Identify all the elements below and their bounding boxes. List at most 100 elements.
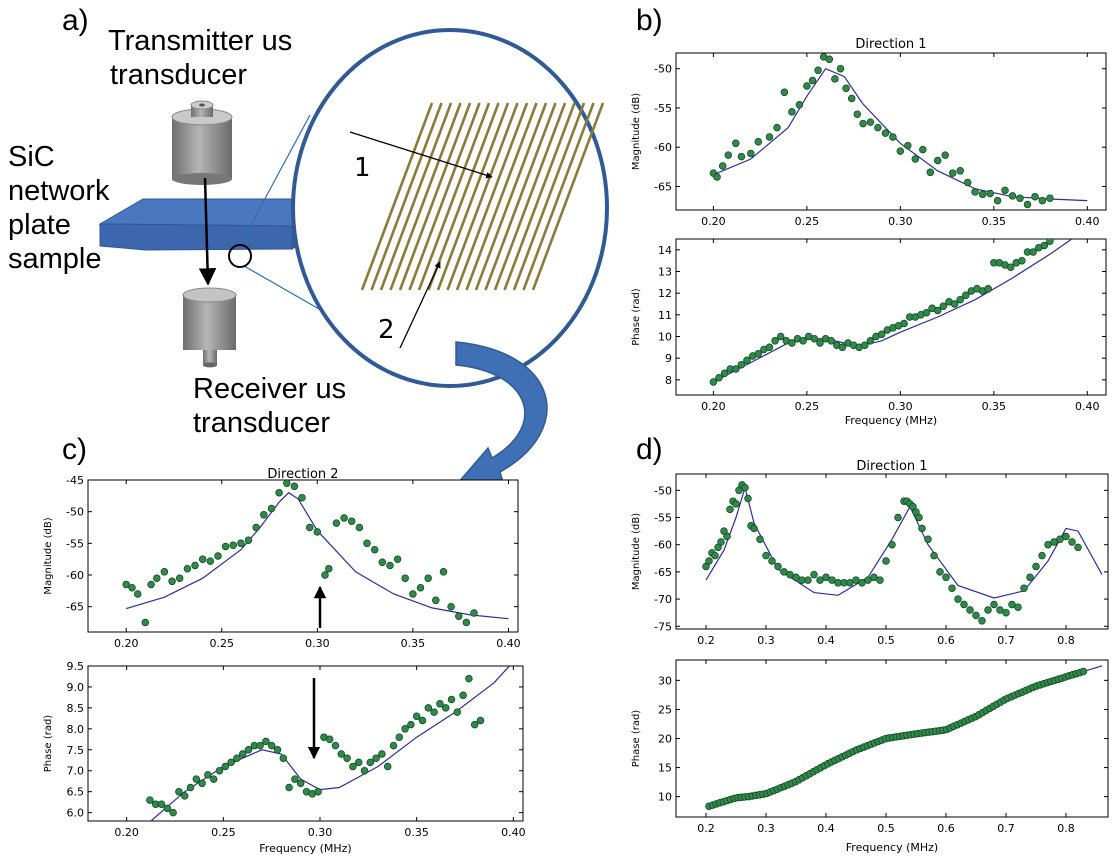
chart-title: Direction 1 xyxy=(855,37,926,52)
x-tick-label: 0.4 xyxy=(817,822,835,835)
data-point xyxy=(122,580,130,589)
data-point xyxy=(470,720,479,729)
data-point xyxy=(354,758,363,767)
data-point xyxy=(877,330,886,339)
x-tick-label: 0.4 xyxy=(817,634,835,647)
data-point xyxy=(876,576,884,584)
data-point xyxy=(321,571,329,579)
y-tick-label: -70 xyxy=(654,593,672,606)
data-point xyxy=(343,754,351,762)
data-point xyxy=(960,600,968,609)
y-tick-label: -60 xyxy=(654,141,672,154)
data-point xyxy=(956,167,964,175)
data-point xyxy=(1046,239,1054,245)
data-point xyxy=(296,779,305,788)
data-point xyxy=(780,88,789,97)
data-point xyxy=(1032,562,1040,571)
data-point xyxy=(175,787,183,796)
y-tick-label: -50 xyxy=(654,63,672,76)
x-tick-label: 0.7 xyxy=(997,822,1015,835)
propagation-arrow xyxy=(198,177,217,286)
data-point xyxy=(939,302,948,310)
data-point xyxy=(713,173,721,181)
data-point xyxy=(765,343,774,352)
fit-curve xyxy=(126,491,509,620)
data-point xyxy=(476,716,485,725)
data-point xyxy=(290,482,299,491)
fiber-line xyxy=(389,102,462,291)
y-tick-label: -60 xyxy=(66,569,84,582)
plot-frame xyxy=(675,238,1107,396)
x-tick-label: 0.25 xyxy=(210,637,235,650)
data-point xyxy=(267,741,276,750)
direction-1-arrow xyxy=(349,131,493,179)
fiber-line xyxy=(408,102,481,291)
y-tick-label: 25 xyxy=(658,703,672,716)
data-point xyxy=(915,513,923,522)
x-tick-label: 0.40 xyxy=(1075,400,1100,413)
data-point xyxy=(168,577,176,586)
data-point xyxy=(847,94,856,103)
transmitter-line-2: transducer xyxy=(110,59,248,91)
chart-b: Direction 1 0.20 0.25 0.30 0.35 0.40 -65 -60 -55… xyxy=(631,37,1107,427)
chart-title: Direction 2 xyxy=(267,467,338,482)
data-point xyxy=(363,539,371,548)
fiber-line xyxy=(398,102,472,291)
data-point xyxy=(393,555,402,563)
y-tick-label: 30 xyxy=(658,674,672,687)
zoom-spot xyxy=(228,244,252,268)
data-point xyxy=(896,147,905,155)
data-point xyxy=(732,500,740,508)
x-tick-label: 0.35 xyxy=(404,826,429,839)
data-point xyxy=(756,535,764,544)
data-point xyxy=(331,741,340,750)
data-point xyxy=(889,133,897,141)
data-point xyxy=(372,754,380,762)
x-tick-label: 0.25 xyxy=(795,400,820,413)
data-point xyxy=(262,737,270,746)
chart-c: Direction 2 0.20 0.25 0.30 0.35 0.40 -65 -60 -55… xyxy=(43,467,526,855)
data-point xyxy=(432,596,440,605)
y-tick-label: -45 xyxy=(66,474,84,487)
data-point xyxy=(229,541,237,549)
data-point xyxy=(283,480,291,487)
y-tick-label: 9.0 xyxy=(67,681,85,694)
panel-c-label: c) xyxy=(62,433,87,466)
fiber-line xyxy=(379,102,453,291)
data-point xyxy=(1008,192,1017,200)
data-point xyxy=(1068,538,1076,546)
data-point xyxy=(133,590,142,598)
y-tick-label: -55 xyxy=(66,537,84,550)
x-tick-label: 0.25 xyxy=(211,826,236,839)
data-point xyxy=(163,804,172,813)
data-point xyxy=(347,517,356,525)
data-point xyxy=(252,523,260,532)
plot-frame xyxy=(87,479,519,633)
data-point xyxy=(1002,608,1010,617)
data-point xyxy=(1031,192,1039,201)
data-point xyxy=(881,129,890,137)
data-point xyxy=(1029,248,1037,256)
data-point xyxy=(810,334,819,343)
y-axis-label: Phase (rad) xyxy=(43,715,54,773)
y-axis-label: Phase (rad) xyxy=(631,288,642,346)
x-tick-label: 0.8 xyxy=(1057,822,1075,835)
data-point xyxy=(724,151,733,159)
data-point xyxy=(950,300,959,308)
data-point xyxy=(1026,573,1034,582)
data-point xyxy=(366,758,375,767)
data-point xyxy=(256,741,264,750)
data-point xyxy=(416,583,425,592)
data-point xyxy=(244,746,253,754)
data-point xyxy=(788,339,796,347)
data-point xyxy=(799,337,807,345)
data-point xyxy=(717,538,725,546)
data-point xyxy=(412,712,421,721)
data-point xyxy=(233,754,241,762)
data-point xyxy=(966,606,974,614)
data-point xyxy=(337,750,346,758)
data-point xyxy=(153,574,161,582)
data-point xyxy=(866,118,875,126)
data-point xyxy=(808,76,817,85)
data-point xyxy=(924,535,932,544)
